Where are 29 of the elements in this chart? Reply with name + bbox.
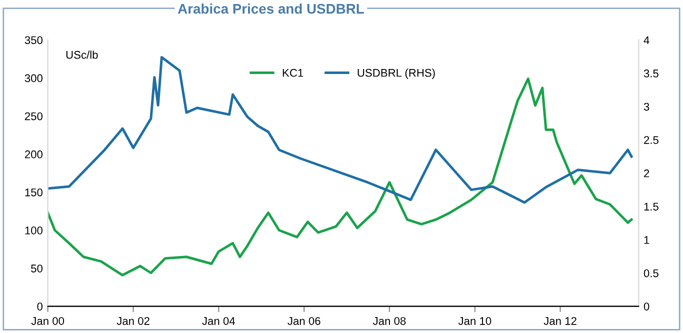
y-tick-label: 300	[24, 74, 43, 82]
legend-label: KC1	[282, 68, 304, 77]
y-tick-label: 0	[37, 302, 43, 310]
legend-label: USDBRL (RHS)	[358, 68, 435, 79]
y-tick-label: 150	[25, 188, 43, 196]
x-tick-label: Jan 08	[372, 317, 406, 325]
chart-title: Arabica Prices and USDBRL	[178, 4, 364, 14]
line-series	[48, 78, 633, 276]
y-tick-label: 50	[31, 264, 43, 272]
y2-tick-label: 3	[644, 102, 650, 111]
x-tick-label: Jan 10	[458, 317, 492, 325]
x-tick-label: Jan 02	[116, 317, 150, 325]
y2-tick-label: 0.5	[644, 269, 658, 278]
y2-tick-label: 3.5	[644, 70, 658, 78]
y-axis-title: USc/lb	[66, 50, 98, 59]
y-tick-label: 250	[24, 112, 43, 120]
y2-tick-label: 1.5	[644, 202, 658, 211]
x-tick-label: Jan 06	[288, 317, 320, 325]
x-tick-label: Jan 04	[202, 317, 235, 325]
y2-tick-label: 2	[644, 169, 650, 178]
y-tick-label: 350	[24, 36, 43, 44]
y-tick-label: 200	[24, 150, 43, 158]
x-tick-label: Jan 12	[544, 317, 576, 325]
y2-tick-label: 0	[644, 302, 650, 310]
y2-tick-label: 4	[644, 36, 650, 44]
y-tick-label: 100	[25, 226, 43, 234]
y2-tick-label: 1	[644, 236, 650, 244]
y2-tick-label: 2.5	[644, 136, 658, 144]
x-tick-label: Jan 00	[31, 317, 64, 325]
